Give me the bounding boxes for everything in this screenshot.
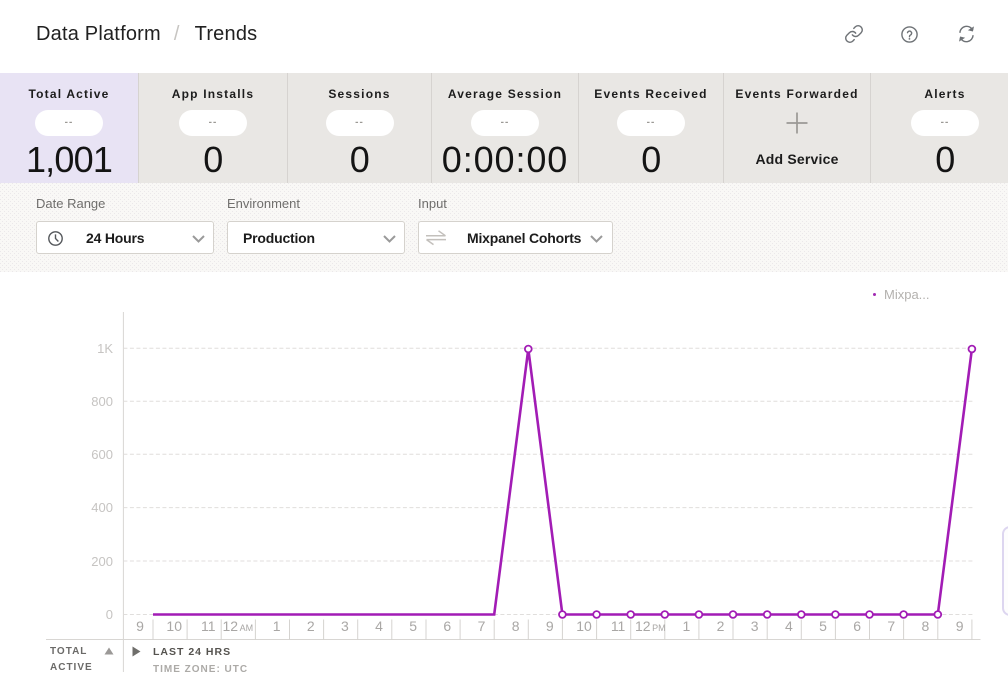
svg-text:6: 6 (853, 618, 861, 634)
svg-text:1: 1 (683, 618, 691, 634)
svg-text:10: 10 (576, 618, 592, 634)
svg-text:4: 4 (785, 618, 793, 634)
svg-text:800: 800 (91, 394, 113, 409)
svg-text:8: 8 (512, 618, 520, 634)
svg-text:600: 600 (91, 447, 113, 462)
svg-text:5: 5 (819, 618, 827, 634)
svg-text:5: 5 (409, 618, 417, 634)
svg-text:6: 6 (443, 618, 451, 634)
svg-text:11: 11 (201, 618, 216, 634)
svg-text:3: 3 (341, 618, 349, 634)
svg-text:1: 1 (273, 618, 281, 634)
svg-text:4: 4 (375, 618, 383, 634)
svg-text:7: 7 (478, 618, 486, 634)
svg-text:2: 2 (717, 618, 725, 634)
svg-text:11: 11 (611, 618, 626, 634)
svg-text:9: 9 (546, 618, 554, 634)
svg-text:200: 200 (91, 554, 113, 569)
svg-text:7: 7 (887, 618, 895, 634)
svg-text:9: 9 (136, 618, 144, 634)
svg-text:400: 400 (91, 500, 113, 515)
svg-text:0: 0 (106, 607, 113, 622)
svg-text:9: 9 (956, 618, 964, 634)
svg-text:10: 10 (166, 618, 182, 634)
svg-text:2: 2 (307, 618, 315, 634)
svg-text:8: 8 (922, 618, 930, 634)
svg-text:1K: 1K (97, 341, 113, 356)
svg-text:3: 3 (751, 618, 759, 634)
